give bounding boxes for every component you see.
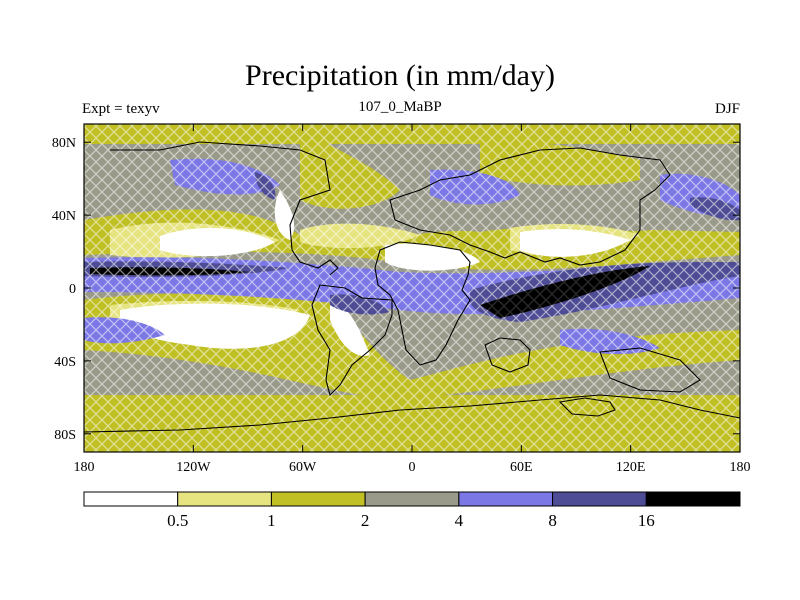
coast-north-america bbox=[110, 141, 339, 276]
coast-south-america bbox=[311, 284, 393, 397]
lon-tick-label: 120E bbox=[616, 460, 646, 475]
colorbar-level-label: 16 bbox=[638, 511, 655, 530]
lat-tick-label: 80S bbox=[54, 428, 76, 443]
lat-tick-label: 80N bbox=[52, 136, 76, 151]
lon-tick-label: 180 bbox=[730, 460, 751, 475]
axis-ticks: 180 120W 60W 0 60E 120E 180 80N 40N 0 40S 80S bbox=[52, 124, 751, 475]
time-period-label: 107_0_MaBP bbox=[358, 99, 442, 115]
colorbar-segment bbox=[645, 491, 741, 507]
lon-tick-label: 180 bbox=[74, 460, 95, 475]
colorbar-segment bbox=[364, 491, 460, 507]
lon-tick-label: 0 bbox=[409, 460, 416, 475]
precipitation-field bbox=[84, 124, 740, 452]
significance-stipple bbox=[84, 124, 740, 452]
colorbar-level-label: 2 bbox=[361, 511, 370, 530]
colorbar-level-label: 1 bbox=[267, 511, 276, 530]
colorbar-level-label: 4 bbox=[455, 511, 464, 530]
coastlines bbox=[84, 141, 740, 433]
coast-antarctica bbox=[84, 394, 740, 433]
coast-australia bbox=[599, 347, 701, 393]
lat-tick-label: 40N bbox=[52, 209, 76, 224]
coast-madagascar-region bbox=[484, 337, 531, 373]
significance-stipple-dark bbox=[480, 266, 650, 318]
colorbar-segment bbox=[458, 491, 554, 507]
coast-africa bbox=[374, 241, 471, 366]
season-label: DJF bbox=[714, 101, 740, 117]
colorbar-level-label: 0.5 bbox=[167, 511, 188, 530]
colorbar-level-label: 8 bbox=[548, 511, 557, 530]
colorbar-segment bbox=[552, 491, 647, 507]
colorbar-segment bbox=[270, 491, 366, 507]
colorbar-segment bbox=[83, 491, 179, 507]
lon-tick-label: 120W bbox=[176, 460, 211, 475]
coast-antarctic-inlet bbox=[558, 397, 616, 417]
lon-tick-label: 60E bbox=[510, 460, 533, 475]
coast-eurasia bbox=[389, 147, 671, 266]
colorbar-segment bbox=[177, 491, 272, 507]
map-title: Precipitation (in mm/day) bbox=[245, 59, 555, 92]
experiment-label: Expt = texyv bbox=[82, 101, 160, 117]
lat-tick-label: 40S bbox=[54, 355, 76, 370]
lon-tick-label: 60W bbox=[289, 460, 317, 475]
lat-tick-label: 0 bbox=[69, 282, 76, 297]
colorbar: 0.5 1 2 4 8 16 bbox=[83, 491, 741, 530]
